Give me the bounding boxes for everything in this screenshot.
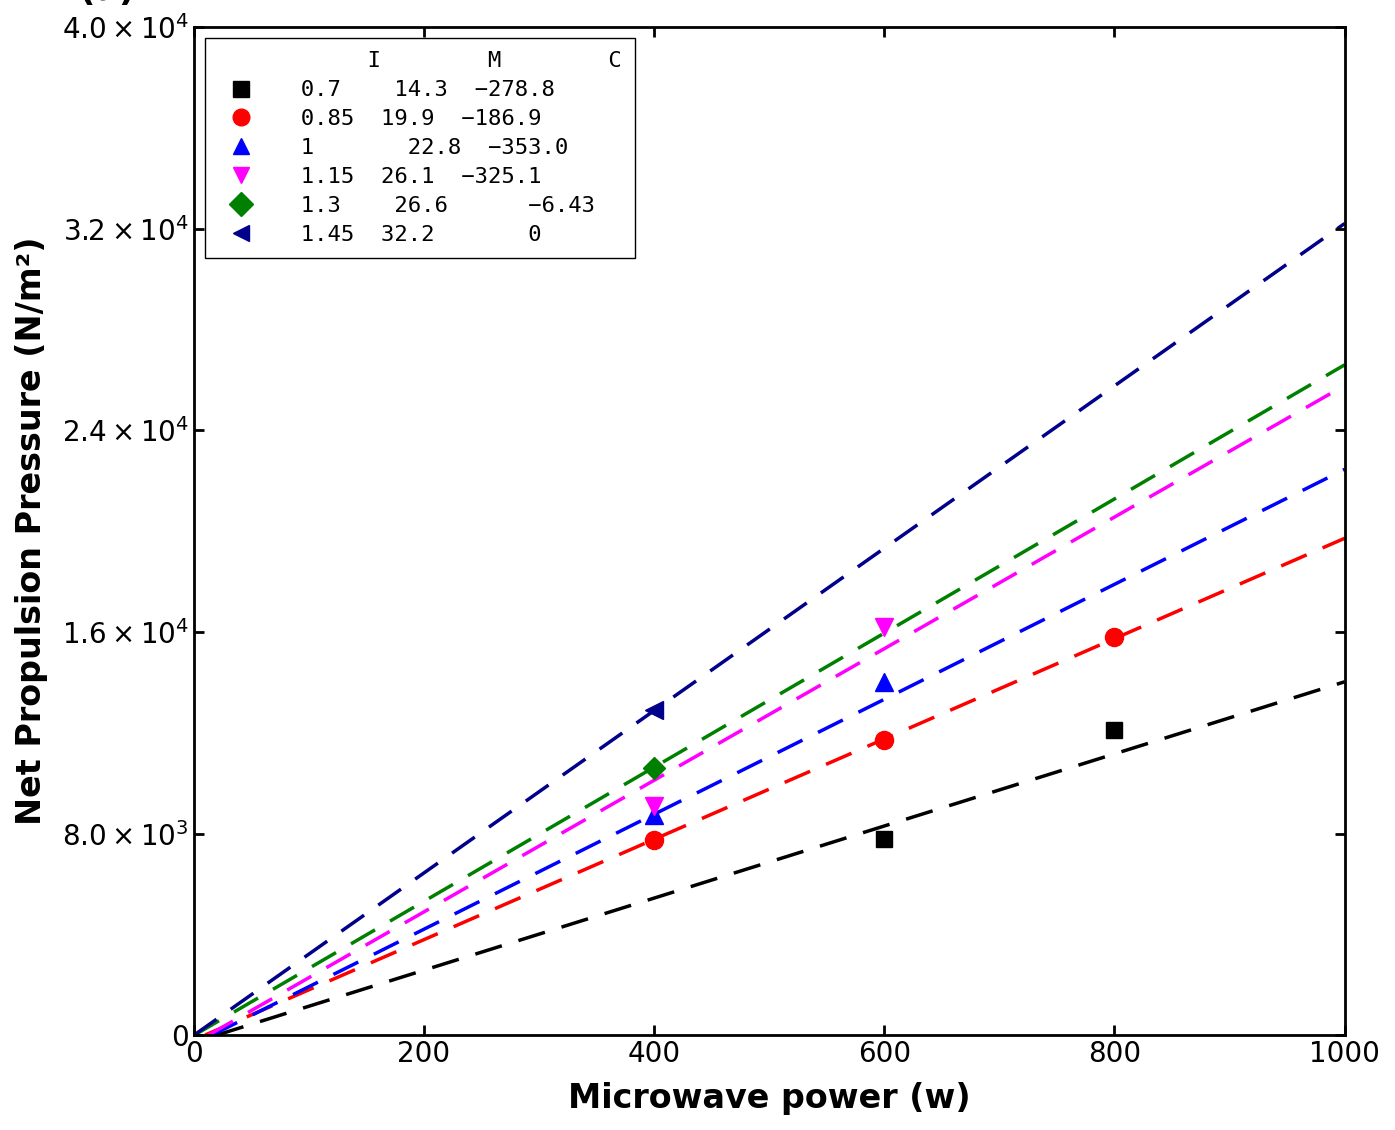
- Y-axis label: Net Propulsion Pressure (N/m²): Net Propulsion Pressure (N/m²): [15, 237, 47, 825]
- Legend:        I        M        C,   0.7    14.3  −278.8,   0.85  19.9  −186.9,   1    : I M C, 0.7 14.3 −278.8, 0.85 19.9 −186.9…: [205, 38, 635, 258]
- X-axis label: Microwave power (w): Microwave power (w): [568, 1083, 971, 1115]
- Text: (a): (a): [78, 0, 137, 7]
